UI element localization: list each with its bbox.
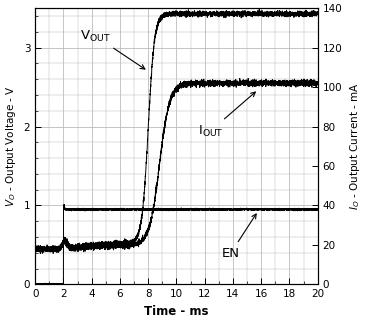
Text: $\mathregular{V_{OUT}}$: $\mathregular{V_{OUT}}$: [81, 29, 145, 69]
Text: $\mathregular{I_{OUT}}$: $\mathregular{I_{OUT}}$: [198, 92, 255, 138]
Y-axis label: $I_O$ - Output Current - mA: $I_O$ - Output Current - mA: [348, 82, 362, 210]
Text: EN: EN: [222, 214, 256, 260]
Y-axis label: $V_O$ - Output Voltage - V: $V_O$ - Output Voltage - V: [4, 85, 18, 207]
X-axis label: Time - ms: Time - ms: [144, 305, 209, 318]
